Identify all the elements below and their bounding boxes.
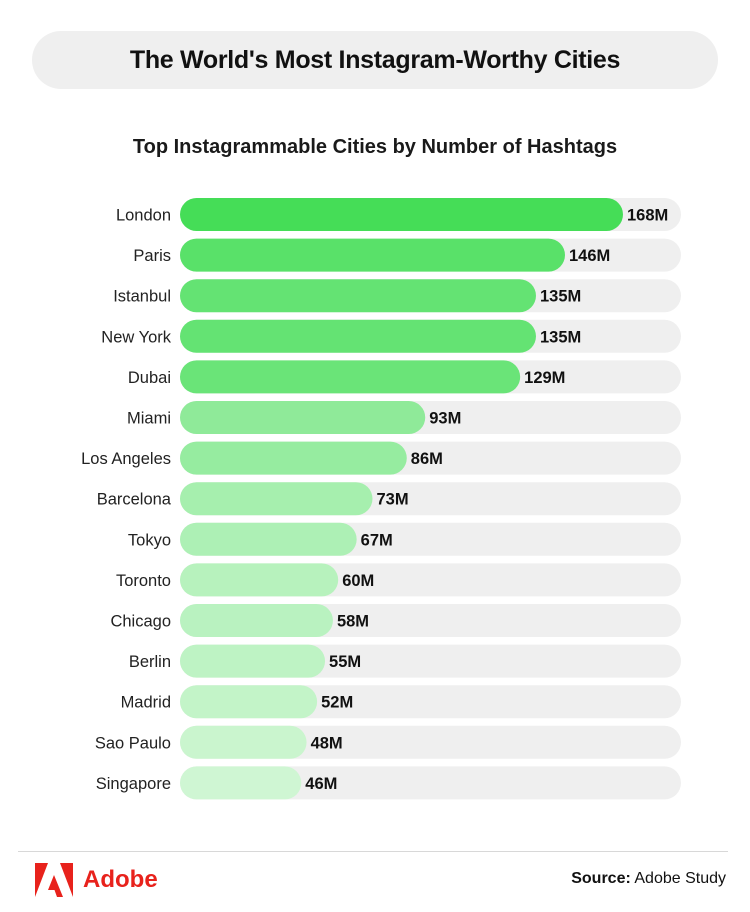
data-label: 135M bbox=[540, 288, 581, 306]
bar bbox=[180, 319, 536, 353]
bar-track bbox=[180, 766, 681, 800]
category-label: Miami bbox=[127, 410, 171, 428]
data-label: 93M bbox=[429, 410, 461, 428]
data-label: 86M bbox=[411, 450, 443, 468]
brand-block: Adobe bbox=[35, 863, 158, 897]
bar bbox=[180, 482, 373, 516]
bar bbox=[180, 725, 307, 759]
data-label: 46M bbox=[305, 775, 337, 793]
bar bbox=[180, 604, 333, 637]
data-label: 67M bbox=[361, 531, 393, 549]
bar bbox=[180, 279, 536, 313]
category-label: Barcelona bbox=[97, 491, 172, 509]
data-label: 52M bbox=[321, 694, 353, 712]
category-label: Berlin bbox=[129, 653, 171, 671]
category-label: London bbox=[116, 207, 171, 225]
title-banner: The World's Most Instagram-Worthy Cities bbox=[32, 31, 718, 89]
category-label: Los Angeles bbox=[81, 450, 171, 468]
bar bbox=[180, 522, 357, 556]
footer-divider bbox=[18, 851, 728, 852]
category-label: New York bbox=[101, 328, 171, 346]
bar-track bbox=[180, 725, 681, 759]
category-label: Toronto bbox=[116, 572, 171, 590]
category-label: Istanbul bbox=[113, 288, 171, 306]
bar bbox=[180, 360, 521, 394]
bar bbox=[180, 441, 407, 475]
bar bbox=[180, 198, 623, 231]
data-label: 73M bbox=[376, 491, 408, 509]
bar bbox=[180, 563, 339, 597]
bar bbox=[180, 685, 318, 719]
adobe-logo-icon bbox=[35, 863, 73, 897]
page-title: The World's Most Instagram-Worthy Cities bbox=[129, 45, 621, 74]
data-label: 129M bbox=[524, 369, 565, 387]
data-label: 55M bbox=[329, 653, 361, 671]
bar bbox=[180, 766, 302, 800]
bar bbox=[180, 238, 565, 272]
data-label: 135M bbox=[540, 328, 581, 346]
brand-name: Adobe bbox=[83, 866, 158, 893]
category-label: Paris bbox=[133, 247, 171, 265]
category-label: Sao Paulo bbox=[95, 734, 171, 752]
chart-title: Top Instagrammable Cities by Number of H… bbox=[132, 136, 618, 158]
category-label: Madrid bbox=[121, 694, 171, 712]
category-label: Dubai bbox=[128, 369, 171, 387]
source-label: Source: bbox=[571, 870, 631, 887]
bar bbox=[180, 644, 326, 678]
data-label: 60M bbox=[342, 572, 374, 590]
source-note: Source: Adobe Study bbox=[571, 870, 726, 888]
category-label: Tokyo bbox=[128, 531, 171, 549]
data-label: 48M bbox=[311, 734, 343, 752]
bar bbox=[180, 401, 426, 434]
data-label: 146M bbox=[569, 247, 610, 265]
category-label: Singapore bbox=[96, 775, 171, 793]
data-label: 168M bbox=[627, 207, 668, 225]
category-label: Chicago bbox=[110, 613, 171, 631]
data-label: 58M bbox=[337, 613, 369, 631]
source-text: Adobe Study bbox=[634, 870, 726, 887]
